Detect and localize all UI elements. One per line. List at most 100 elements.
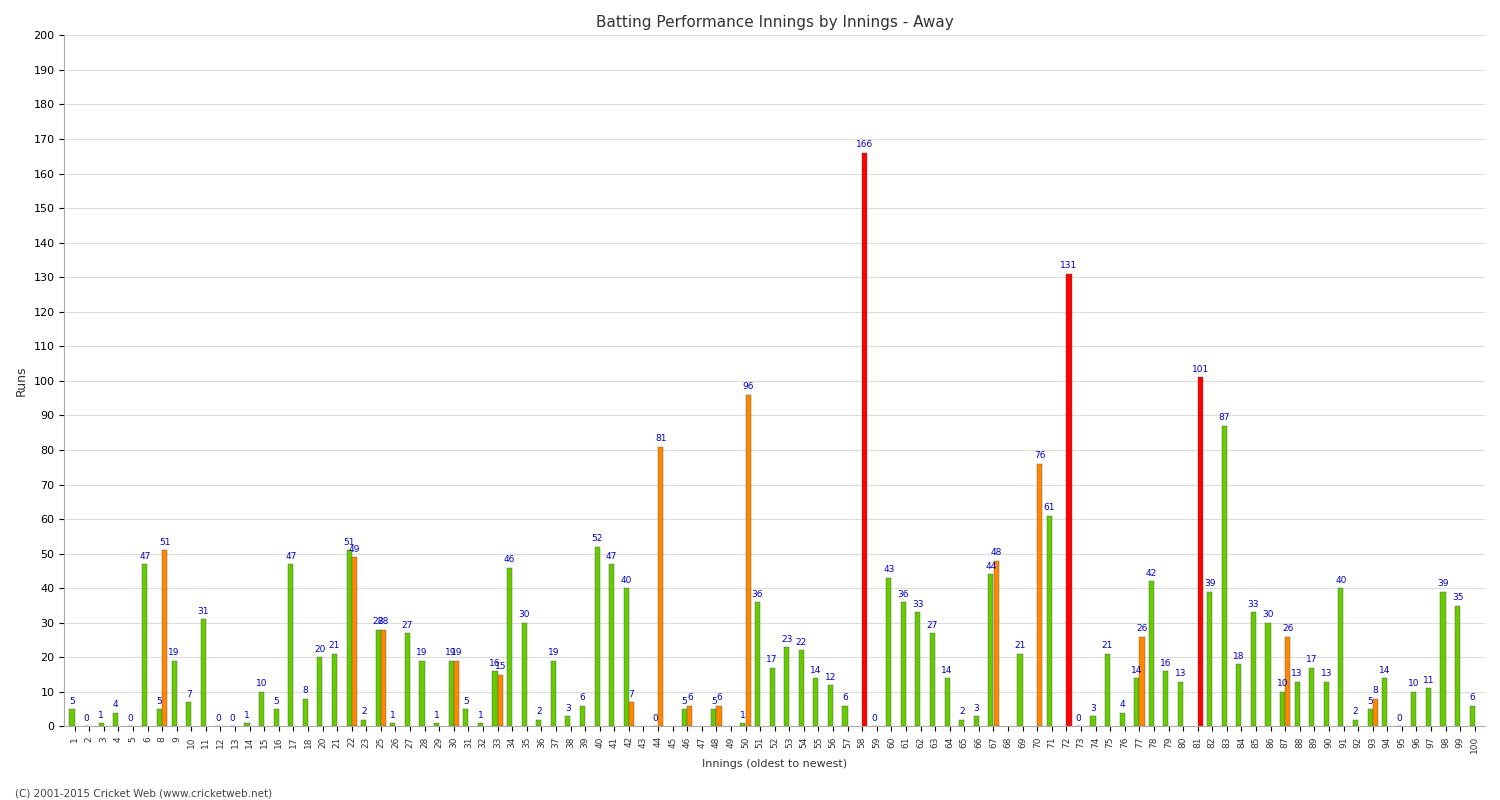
- Bar: [332, 654, 338, 726]
- Bar: [1294, 682, 1299, 726]
- Bar: [988, 574, 993, 726]
- Bar: [886, 578, 891, 726]
- Bar: [99, 723, 104, 726]
- Bar: [1382, 678, 1388, 726]
- Bar: [362, 719, 366, 726]
- Bar: [974, 716, 980, 726]
- Text: 19: 19: [450, 648, 462, 658]
- Text: 10: 10: [1408, 679, 1419, 689]
- Text: 0: 0: [871, 714, 877, 723]
- Text: 17: 17: [1306, 655, 1317, 664]
- Text: 61: 61: [1044, 503, 1054, 512]
- Text: 2: 2: [1353, 707, 1359, 716]
- Text: 17: 17: [766, 655, 778, 664]
- Text: 39: 39: [1204, 579, 1215, 588]
- Text: 47: 47: [606, 551, 618, 561]
- Bar: [381, 630, 386, 726]
- Bar: [741, 723, 746, 726]
- Text: 43: 43: [884, 566, 894, 574]
- Bar: [346, 550, 351, 726]
- Text: 1: 1: [477, 710, 483, 719]
- Text: 27: 27: [402, 621, 412, 630]
- Text: 1: 1: [740, 710, 746, 719]
- Text: 19: 19: [548, 648, 560, 658]
- Bar: [770, 668, 774, 726]
- Text: 10: 10: [256, 679, 267, 689]
- Text: 42: 42: [1146, 569, 1156, 578]
- Bar: [1251, 613, 1256, 726]
- Text: 14: 14: [810, 666, 822, 674]
- Text: 5: 5: [1366, 697, 1372, 706]
- Text: 6: 6: [579, 694, 585, 702]
- Text: 28: 28: [378, 618, 388, 626]
- Bar: [273, 709, 279, 726]
- Text: 2: 2: [536, 707, 542, 716]
- Bar: [536, 719, 542, 726]
- Text: 5: 5: [711, 697, 717, 706]
- Bar: [171, 661, 177, 726]
- Text: 36: 36: [897, 590, 909, 598]
- Bar: [1412, 692, 1416, 726]
- Bar: [609, 564, 613, 726]
- Text: 0: 0: [1396, 714, 1402, 723]
- Bar: [862, 153, 867, 726]
- Bar: [405, 633, 410, 726]
- Bar: [1353, 719, 1358, 726]
- Bar: [1426, 689, 1431, 726]
- Bar: [580, 706, 585, 726]
- Bar: [958, 719, 964, 726]
- Bar: [288, 564, 294, 726]
- Text: 16: 16: [489, 658, 501, 668]
- Bar: [1455, 606, 1460, 726]
- Bar: [682, 709, 687, 726]
- Text: 4: 4: [1119, 700, 1125, 709]
- Bar: [1164, 671, 1168, 726]
- Title: Batting Performance Innings by Innings - Away: Batting Performance Innings by Innings -…: [596, 15, 954, 30]
- Bar: [390, 723, 396, 726]
- Text: 6: 6: [1470, 694, 1474, 702]
- Text: 1: 1: [433, 710, 439, 719]
- Text: 21: 21: [328, 642, 340, 650]
- Bar: [352, 557, 357, 726]
- Bar: [843, 706, 848, 726]
- Text: 7: 7: [186, 690, 192, 699]
- Bar: [930, 633, 934, 726]
- Bar: [1310, 668, 1314, 726]
- Text: 28: 28: [372, 618, 384, 626]
- Text: 27: 27: [927, 621, 938, 630]
- Bar: [1017, 654, 1023, 726]
- Bar: [1286, 637, 1290, 726]
- Y-axis label: Runs: Runs: [15, 366, 28, 396]
- Bar: [1140, 637, 1144, 726]
- Bar: [902, 602, 906, 726]
- Text: 87: 87: [1218, 414, 1230, 422]
- Text: 33: 33: [1248, 600, 1258, 609]
- Bar: [566, 716, 570, 726]
- Text: 46: 46: [504, 555, 515, 564]
- Bar: [687, 706, 693, 726]
- Text: 21: 21: [1102, 642, 1113, 650]
- Text: 76: 76: [1034, 451, 1046, 460]
- Text: 5: 5: [69, 697, 75, 706]
- Bar: [550, 661, 556, 726]
- Bar: [433, 723, 439, 726]
- Text: 19: 19: [446, 648, 458, 658]
- Text: 26: 26: [1282, 624, 1293, 633]
- Text: 20: 20: [314, 645, 326, 654]
- Text: 10: 10: [1276, 679, 1288, 689]
- Text: 0: 0: [230, 714, 236, 723]
- Text: 101: 101: [1191, 365, 1209, 374]
- Bar: [1197, 378, 1203, 726]
- Bar: [1236, 664, 1242, 726]
- Text: 7: 7: [628, 690, 634, 699]
- Bar: [754, 602, 760, 726]
- Text: 52: 52: [591, 534, 603, 543]
- Text: 33: 33: [912, 600, 924, 609]
- Text: 0: 0: [652, 714, 658, 723]
- Text: 16: 16: [1160, 658, 1172, 668]
- Text: 39: 39: [1437, 579, 1449, 588]
- Text: 0: 0: [84, 714, 90, 723]
- Text: 4: 4: [112, 700, 118, 709]
- Bar: [522, 623, 526, 726]
- Bar: [158, 709, 162, 726]
